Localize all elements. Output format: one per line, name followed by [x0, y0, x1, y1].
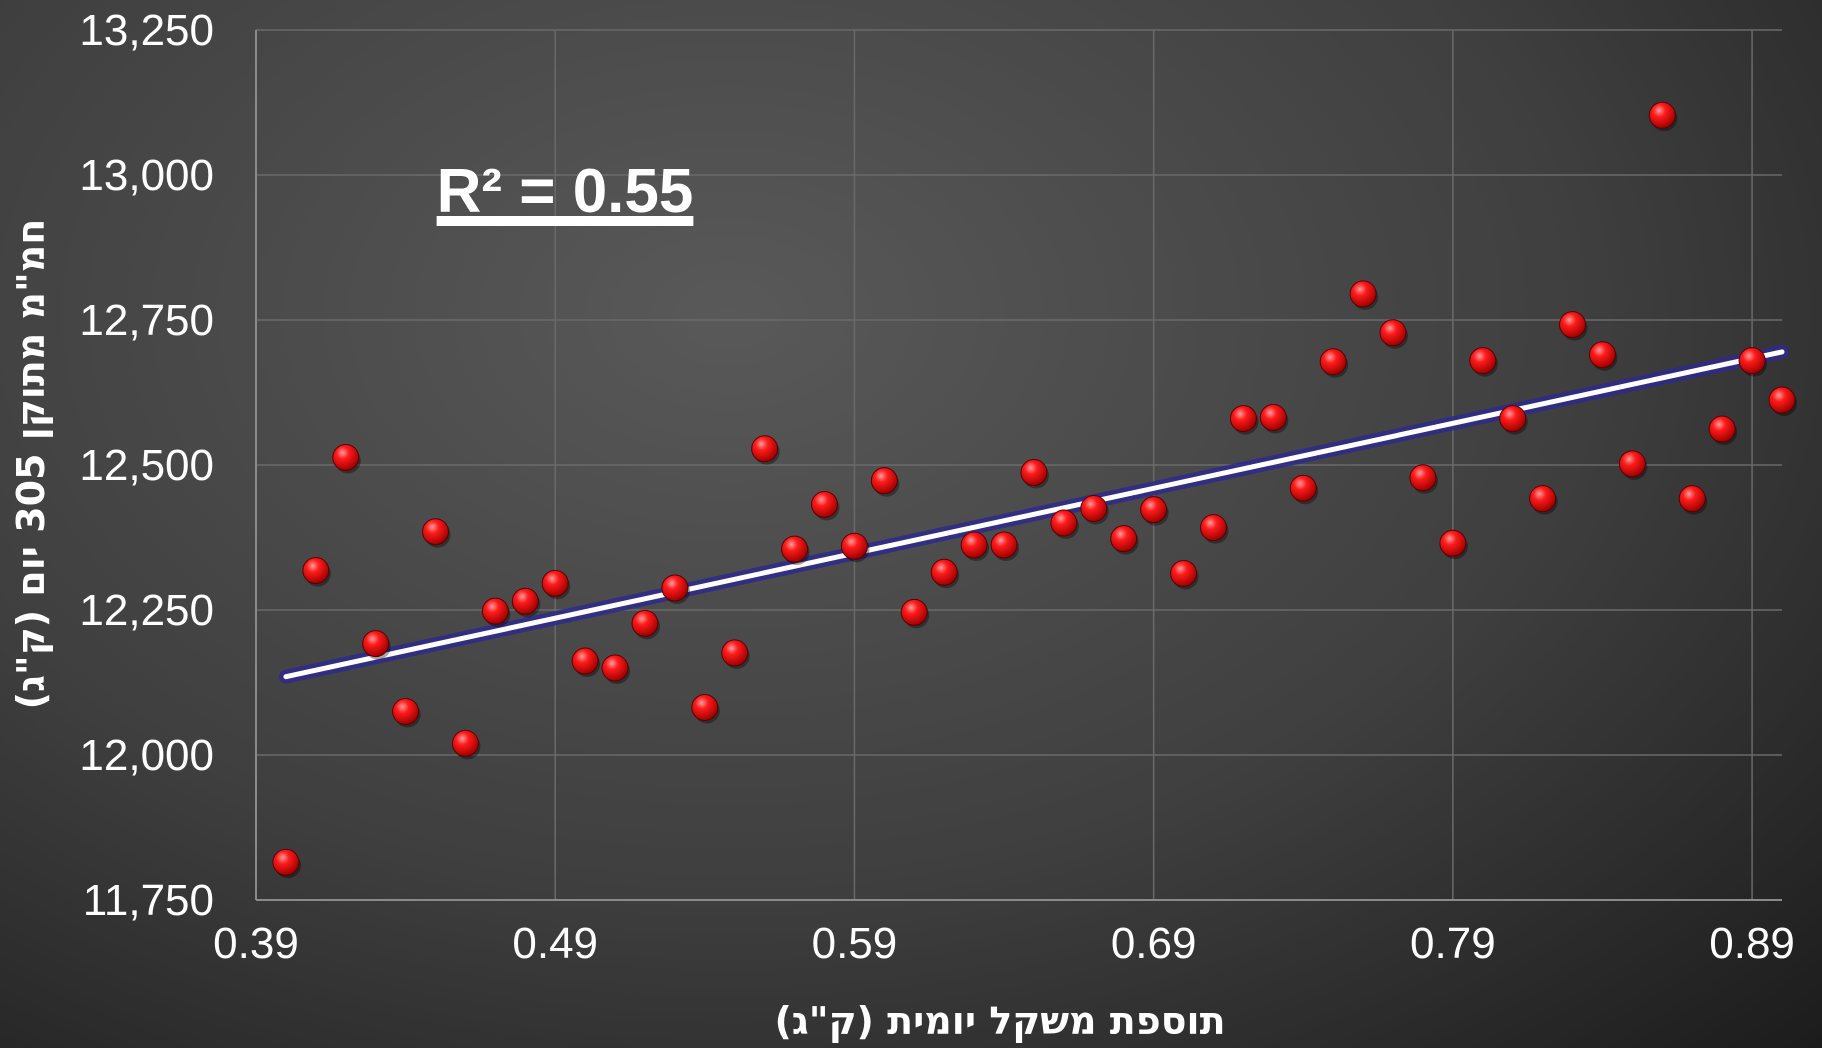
data-point — [392, 698, 421, 728]
y-tick-label: 12,250 — [79, 586, 214, 635]
data-point — [1678, 485, 1708, 515]
data-point — [751, 435, 780, 465]
data-point — [900, 598, 930, 629]
data-point — [332, 443, 361, 474]
x-tick-label: 0.89 — [1709, 919, 1795, 968]
data-point — [1349, 280, 1379, 310]
data-point — [302, 557, 331, 587]
data-point — [1020, 459, 1049, 489]
data-point — [541, 569, 571, 600]
data-point — [1469, 347, 1498, 377]
data-point — [1229, 405, 1259, 435]
trendline-group — [278, 344, 1789, 684]
data-point — [960, 531, 990, 562]
data-point — [1439, 529, 1468, 560]
data-point — [362, 630, 391, 660]
data-point — [451, 729, 481, 760]
data-point — [661, 574, 690, 604]
data-point — [1170, 559, 1199, 590]
x-tick-label: 0.59 — [812, 919, 898, 968]
data-point — [1618, 450, 1648, 480]
data-point — [1588, 341, 1618, 371]
data-point — [1080, 495, 1109, 525]
data-point — [1140, 496, 1169, 526]
data-point — [1708, 415, 1738, 446]
data-point — [571, 647, 601, 678]
data-point — [811, 490, 840, 521]
y-tick-label: 13,250 — [79, 6, 214, 55]
x-tick-label: 0.39 — [213, 919, 299, 968]
data-point — [1499, 405, 1528, 435]
data-points — [272, 101, 1797, 879]
data-point — [481, 597, 511, 628]
data-point — [990, 531, 1020, 562]
x-tick-label: 0.49 — [512, 919, 598, 968]
data-point — [691, 693, 720, 724]
gridlines — [255, 29, 1782, 901]
data-point — [272, 848, 301, 879]
y-tick-label: 12,750 — [79, 296, 214, 345]
data-point — [511, 587, 541, 618]
y-tick-labels: 11,750 12,000 12,250 12,500 12,750 13,000 13,2… — [79, 6, 214, 925]
data-point — [1289, 474, 1319, 505]
data-point — [1319, 348, 1349, 378]
data-point — [781, 535, 810, 566]
data-point — [840, 532, 870, 563]
data-point — [721, 639, 750, 669]
r-squared-annotation: R² = 0.55 — [437, 157, 694, 226]
data-point — [930, 558, 960, 589]
trendline — [283, 349, 1785, 680]
x-tick-label: 0.79 — [1410, 919, 1496, 968]
axes — [255, 30, 1782, 901]
x-axis-title: תוספת משקל יומית (ק"ג) — [774, 999, 1225, 1043]
data-point — [631, 609, 660, 640]
data-point — [1110, 525, 1139, 555]
x-tick-labels: 0.39 0.49 0.59 0.69 0.79 0.89 — [213, 919, 1795, 968]
data-point — [1259, 403, 1289, 434]
y-tick-label: 13,000 — [79, 151, 214, 200]
data-point — [1648, 101, 1678, 132]
x-tick-label: 0.69 — [1111, 919, 1197, 968]
data-point — [422, 518, 451, 548]
y-tick-label: 12,500 — [79, 441, 214, 490]
data-point — [1199, 514, 1229, 544]
data-point — [1379, 319, 1409, 349]
data-point — [1768, 386, 1797, 417]
y-axis-title: חמ"מ מתוקן 305 יום (ק"ג) — [9, 219, 53, 710]
data-point — [1559, 311, 1588, 341]
y-tick-label: 12,000 — [79, 731, 214, 780]
data-point — [1050, 509, 1079, 539]
data-point — [601, 654, 631, 684]
y-tick-label: 11,750 — [83, 876, 214, 925]
data-point — [1529, 485, 1558, 515]
data-point — [1738, 347, 1768, 377]
data-point — [1409, 464, 1438, 494]
data-point — [870, 467, 900, 497]
